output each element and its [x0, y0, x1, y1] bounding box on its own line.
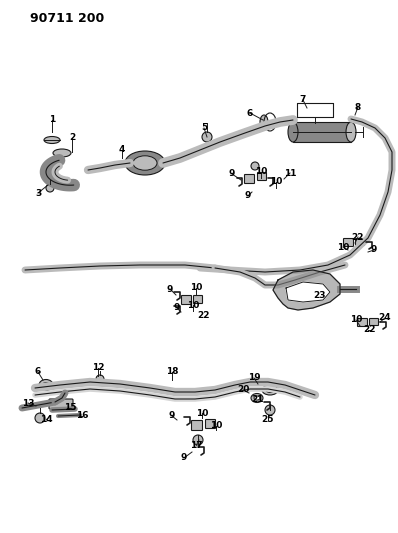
Ellipse shape: [288, 122, 298, 142]
Text: 6: 6: [247, 109, 253, 117]
Text: 10: 10: [350, 316, 362, 325]
Ellipse shape: [53, 149, 71, 157]
Text: 22: 22: [198, 311, 210, 319]
Ellipse shape: [39, 379, 53, 391]
Text: 12: 12: [92, 364, 104, 373]
Text: 10: 10: [270, 177, 282, 187]
Text: 3: 3: [35, 189, 41, 198]
Ellipse shape: [44, 136, 60, 143]
Text: 4: 4: [119, 146, 125, 155]
Text: 20: 20: [237, 385, 249, 394]
Text: 10: 10: [190, 284, 202, 293]
Text: 23: 23: [314, 290, 326, 300]
Text: 1: 1: [49, 116, 55, 125]
Text: 10: 10: [337, 243, 349, 252]
Text: 5: 5: [201, 124, 207, 133]
FancyBboxPatch shape: [355, 238, 365, 246]
Text: 7: 7: [300, 95, 306, 104]
Text: 9: 9: [167, 285, 173, 294]
Circle shape: [265, 405, 275, 415]
FancyBboxPatch shape: [181, 295, 191, 304]
Text: 10: 10: [196, 408, 208, 417]
Text: 22: 22: [364, 326, 376, 335]
Polygon shape: [273, 270, 340, 310]
FancyBboxPatch shape: [357, 319, 367, 327]
Text: 19: 19: [248, 374, 260, 383]
Text: 9: 9: [181, 454, 187, 463]
Ellipse shape: [266, 387, 274, 392]
Text: 21: 21: [252, 395, 264, 405]
Text: 8: 8: [355, 102, 361, 111]
Circle shape: [251, 162, 259, 170]
FancyBboxPatch shape: [244, 174, 254, 183]
Polygon shape: [286, 282, 330, 302]
Text: 10: 10: [255, 167, 267, 176]
Circle shape: [46, 184, 54, 192]
Ellipse shape: [346, 122, 356, 142]
Text: 16: 16: [76, 411, 88, 421]
Text: 17: 17: [190, 441, 202, 450]
Text: 13: 13: [22, 399, 34, 408]
Text: 9: 9: [371, 246, 377, 254]
Text: 6: 6: [35, 367, 41, 376]
Ellipse shape: [262, 385, 278, 395]
Ellipse shape: [125, 151, 165, 175]
FancyBboxPatch shape: [205, 419, 215, 429]
Circle shape: [193, 435, 203, 445]
Text: 2: 2: [69, 133, 75, 142]
Text: 18: 18: [166, 367, 178, 376]
Ellipse shape: [43, 383, 49, 387]
FancyBboxPatch shape: [49, 399, 73, 409]
Text: 9: 9: [174, 303, 180, 312]
Text: 11: 11: [284, 168, 296, 177]
Text: 22: 22: [352, 232, 364, 241]
Ellipse shape: [133, 156, 157, 170]
Circle shape: [202, 132, 212, 142]
Text: 90711 200: 90711 200: [30, 12, 104, 25]
Text: 24: 24: [378, 313, 391, 322]
Ellipse shape: [254, 396, 260, 400]
Bar: [293, 122, 351, 142]
Text: 14: 14: [40, 416, 52, 424]
FancyBboxPatch shape: [191, 421, 203, 431]
FancyBboxPatch shape: [343, 238, 353, 246]
Circle shape: [96, 375, 104, 383]
Text: 9: 9: [169, 411, 175, 421]
FancyBboxPatch shape: [369, 319, 378, 326]
Text: 10: 10: [210, 422, 222, 431]
Text: 9: 9: [229, 169, 235, 179]
FancyBboxPatch shape: [193, 295, 203, 303]
Text: 10: 10: [187, 301, 199, 310]
FancyBboxPatch shape: [258, 173, 267, 181]
Text: 15: 15: [64, 403, 76, 413]
Ellipse shape: [251, 393, 263, 402]
Circle shape: [35, 413, 45, 423]
Text: 25: 25: [262, 416, 274, 424]
Ellipse shape: [260, 115, 268, 129]
Text: 9: 9: [245, 191, 251, 200]
Bar: [297, 103, 333, 117]
